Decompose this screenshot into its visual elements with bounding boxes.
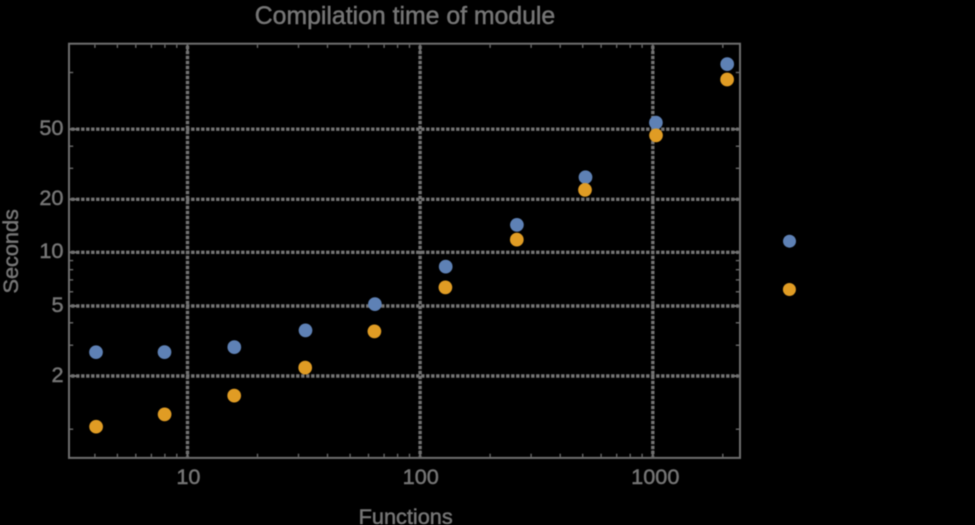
svg-text:Seconds: Seconds (0, 209, 23, 294)
svg-text:100: 100 (403, 464, 439, 489)
svg-text:50: 50 (39, 115, 63, 140)
svg-text:10: 10 (176, 464, 200, 489)
svg-text:2: 2 (51, 362, 63, 387)
svg-text:Functions: Functions (359, 504, 453, 525)
svg-text:5: 5 (51, 292, 63, 317)
svg-text:20: 20 (39, 185, 63, 210)
svg-text:Compilation time of module: Compilation time of module (255, 3, 555, 30)
svg-text:10: 10 (39, 238, 63, 263)
svg-text:1000: 1000 (631, 464, 679, 489)
